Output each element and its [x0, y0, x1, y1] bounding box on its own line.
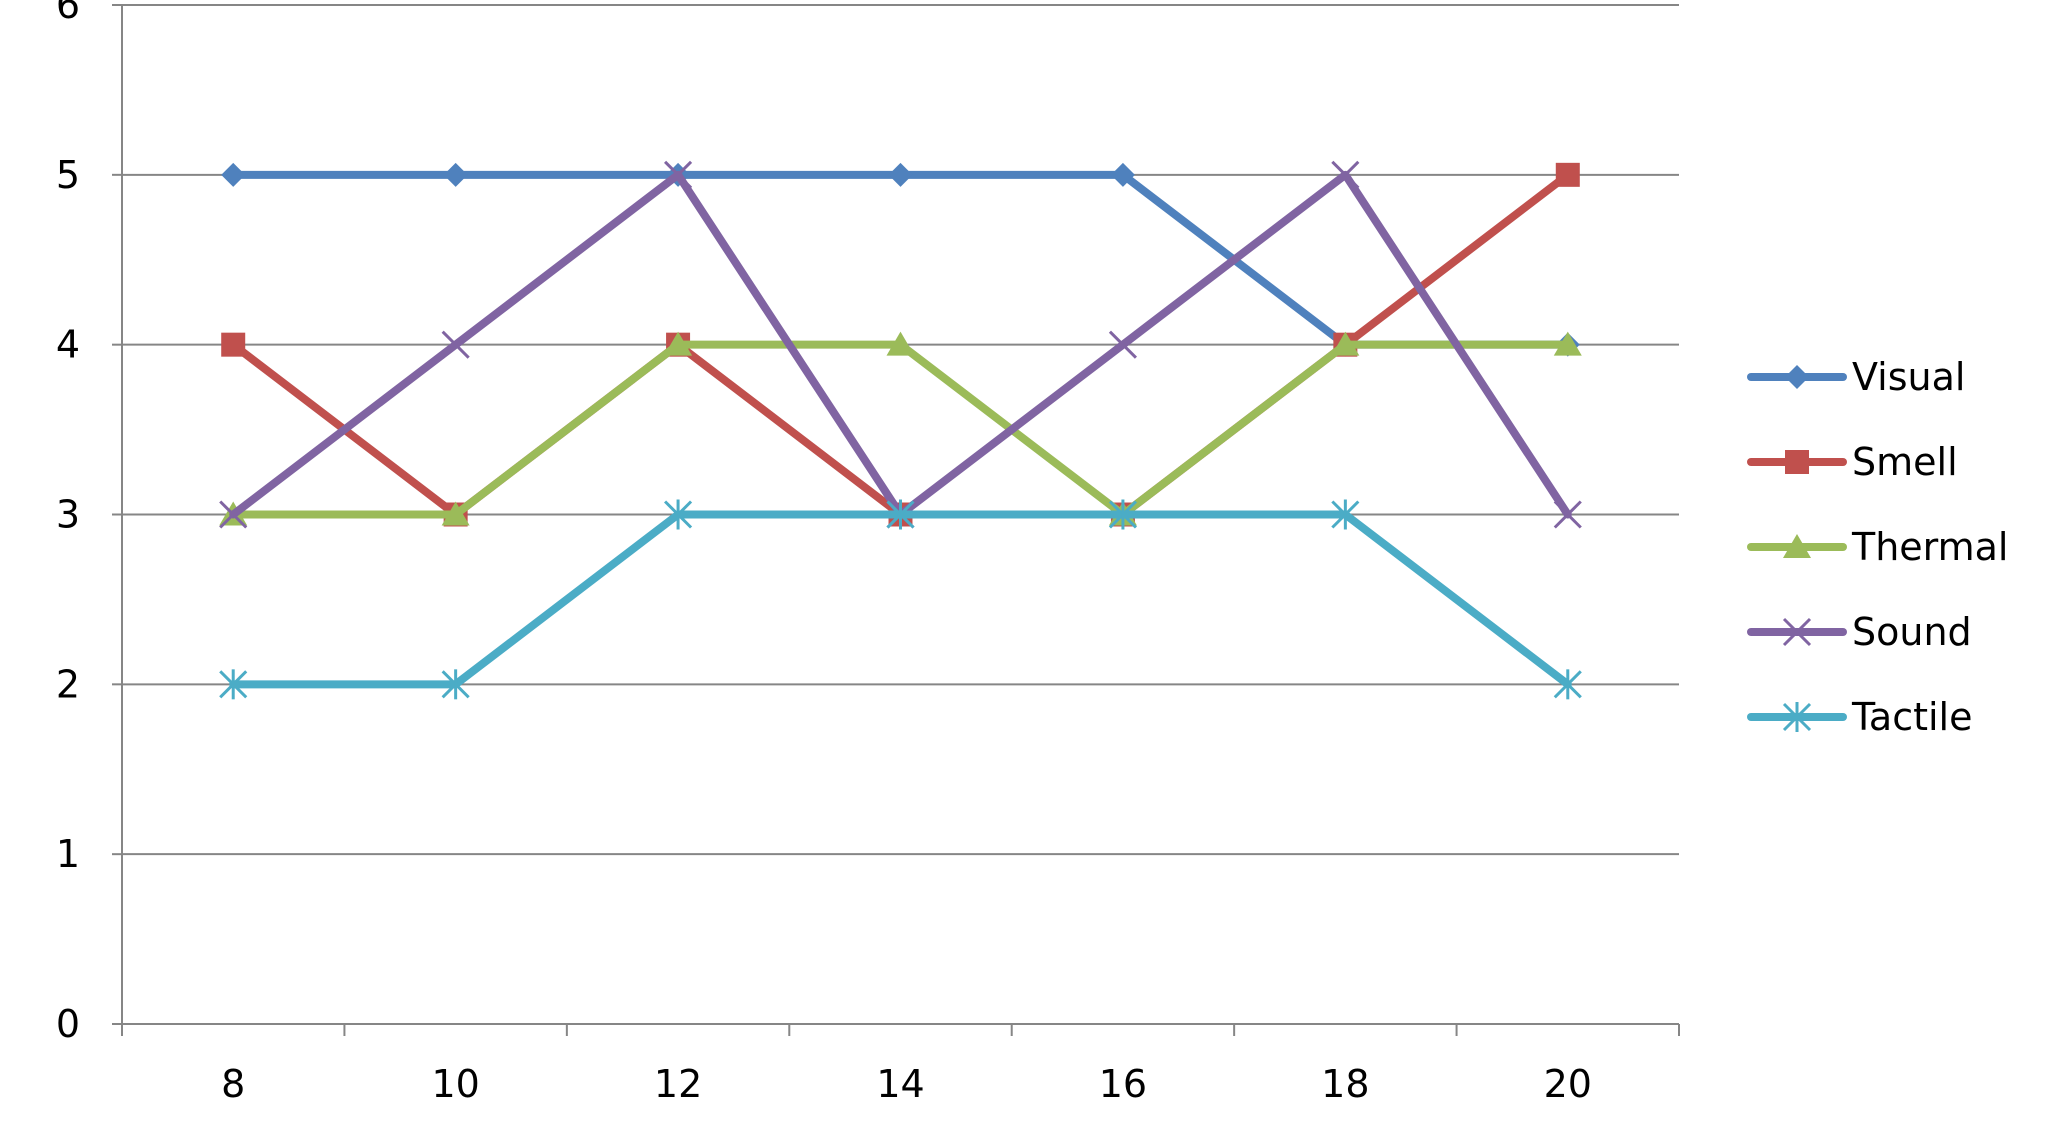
- legend: Visual Smell Thermal Sound Tactile: [1747, 355, 2009, 739]
- data-point-visual: [1110, 162, 1135, 187]
- data-point-sound: [1331, 160, 1360, 189]
- legend-item-smell: Smell: [1747, 440, 1958, 484]
- legend-label-smell: Smell: [1852, 440, 1958, 484]
- legend-item-tactile: Tactile: [1747, 695, 1973, 739]
- legend-item-visual: Visual: [1747, 355, 1965, 399]
- data-point-sound: [1553, 500, 1582, 529]
- y-tick-label: 3: [56, 493, 80, 537]
- data-point-visual: [443, 162, 468, 187]
- legend-label-tactile: Tactile: [1851, 695, 1973, 739]
- legend-label-sound: Sound: [1852, 610, 1972, 654]
- y-tick-label: 4: [56, 323, 80, 367]
- data-point-thermal: [1331, 331, 1360, 356]
- x-tick-label: 12: [654, 1062, 702, 1106]
- data-point-tactile: [441, 669, 470, 700]
- data-point-smell: [221, 332, 246, 357]
- y-tick-label: 0: [56, 1002, 80, 1046]
- gridlines: [122, 4, 1679, 856]
- data-point-sound: [1108, 330, 1137, 359]
- legend-label-visual: Visual: [1852, 355, 1965, 399]
- x-tick-label: 20: [1544, 1062, 1592, 1106]
- series-lines: [219, 160, 1582, 700]
- data-point-visual: [888, 162, 913, 187]
- data-point-tactile: [219, 669, 248, 700]
- x-tick-label: 14: [876, 1062, 924, 1106]
- series-line-visual: [229, 170, 1572, 349]
- data-point-tactile: [664, 499, 693, 530]
- series-line-tactile: [229, 510, 1572, 689]
- legend-marker: [1782, 617, 1812, 647]
- legend-item-sound: Sound: [1747, 610, 1972, 654]
- y-tick-label: 2: [56, 662, 80, 706]
- legend-marker: [1785, 450, 1809, 474]
- legend-item-thermal: Thermal: [1747, 525, 2009, 569]
- data-point-sound: [664, 160, 693, 189]
- x-tick-label: 10: [431, 1062, 479, 1106]
- data-point-tactile: [886, 499, 915, 530]
- data-point-smell: [1555, 162, 1580, 187]
- data-point-thermal: [664, 331, 693, 356]
- y-tick-label: 5: [56, 153, 80, 197]
- x-tick-label: 8: [221, 1062, 245, 1106]
- legend-label-thermal: Thermal: [1851, 525, 2009, 569]
- y-tick-label: 6: [56, 0, 80, 27]
- legend-marker: [1783, 534, 1811, 558]
- x-tick-label: 18: [1321, 1062, 1369, 1106]
- legend-marker: [1782, 702, 1812, 732]
- data-point-sound: [219, 500, 248, 529]
- data-point-thermal: [1553, 331, 1582, 356]
- data-point-tactile: [1331, 499, 1360, 530]
- data-point-visual: [221, 162, 246, 187]
- y-tick-label: 1: [56, 832, 80, 876]
- x-tick-label: 16: [1099, 1062, 1147, 1106]
- data-point-thermal: [441, 501, 470, 526]
- data-point-tactile: [1553, 669, 1582, 700]
- data-point-tactile: [1108, 499, 1137, 530]
- data-point-thermal: [886, 331, 915, 356]
- data-point-sound: [441, 330, 470, 359]
- series-line-thermal: [229, 340, 1572, 519]
- legend-marker: [1785, 365, 1809, 389]
